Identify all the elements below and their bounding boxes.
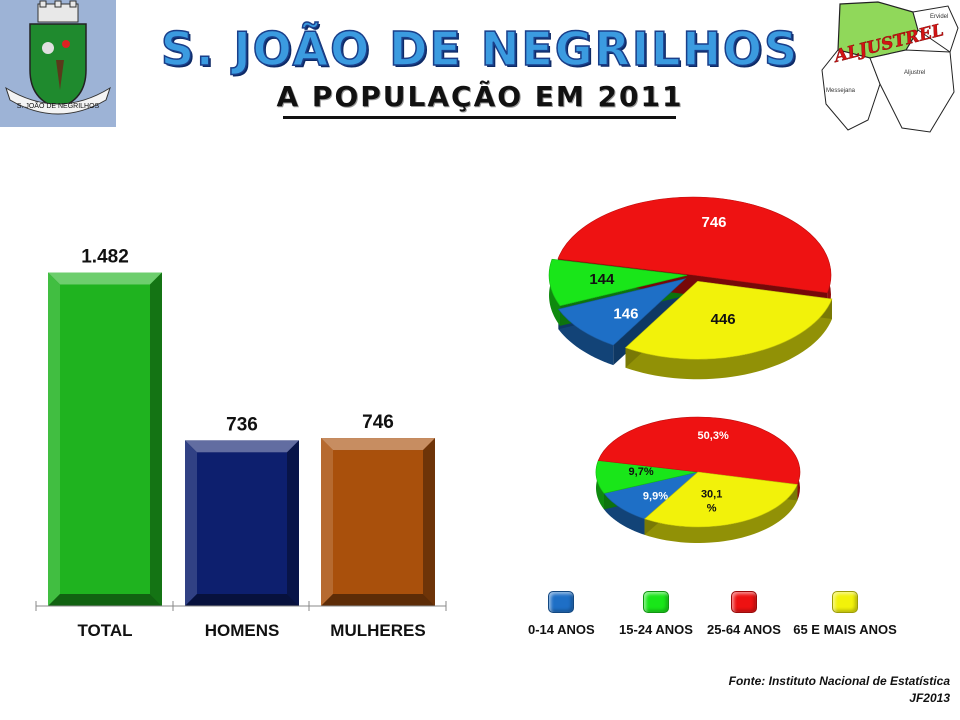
legend-item-25-64: 25-64 ANOS — [704, 591, 784, 637]
pie-slice-25-64-anos — [597, 416, 801, 485]
pie-slice-65-e-mais-anos — [624, 280, 833, 360]
pie-data-label: 746 — [701, 214, 726, 231]
svg-text:Ervidel: Ervidel — [930, 14, 948, 20]
pie-slice-side — [644, 484, 798, 543]
pie-slice-side — [558, 309, 614, 366]
bar-bevel-bottom — [185, 594, 299, 606]
bar-face — [333, 450, 423, 594]
pie-data-label: 9,9% — [643, 491, 668, 503]
pie-data-label: 146 — [613, 306, 638, 323]
subtitle-underline — [283, 116, 676, 119]
pie-data-label: 446 — [711, 311, 736, 328]
bar-bevel-right — [150, 272, 162, 606]
bar-bevel-top — [185, 440, 299, 453]
bar-value-label: 1.482 — [81, 247, 129, 268]
legend-label: 0-14 ANOS — [528, 622, 595, 637]
bar-homens — [185, 440, 299, 606]
bar-value-label: 736 — [226, 414, 258, 435]
source-note: Fonte: Instituto Nacional de Estatística… — [729, 673, 950, 707]
legend-item-15-24: 15-24 ANOS — [616, 591, 696, 637]
pie-slice-25-64-anos — [557, 196, 832, 294]
pie-slice-side — [625, 299, 832, 380]
svg-text:S. JOÃO DE NEGRILHOS: S. JOÃO DE NEGRILHOS — [17, 101, 100, 110]
pie-data-label: 30,1% — [701, 488, 722, 514]
svg-text:Aljustrel: Aljustrel — [904, 70, 925, 76]
x-tick-label: MULHERES — [330, 621, 425, 640]
pie-data-label: 9,7% — [629, 466, 654, 478]
pie-slice-15-24-anos — [548, 258, 688, 307]
legend-label: 65 E MAIS ANOS — [793, 622, 897, 637]
svg-text:Messejana: Messejana — [826, 88, 856, 94]
credit-text: JF2013 — [909, 691, 950, 705]
bar-value-label: 746 — [362, 412, 394, 433]
bar-total — [48, 272, 162, 606]
legend-label: 25-64 ANOS — [707, 622, 781, 637]
bar-mulheres — [321, 438, 435, 606]
population-pie-chart-percent: 9,9% 9,7% 50,3% 30,1% — [595, 416, 801, 543]
bar-bevel-top — [48, 272, 162, 285]
legend-swatch — [731, 591, 757, 613]
pie-data-label: 50,3% — [698, 430, 729, 442]
bar-bevel-left — [185, 440, 197, 606]
bar-face — [60, 284, 150, 594]
bar-bevel-bottom — [48, 594, 162, 606]
bar-face — [197, 452, 287, 594]
chart-legend: 0-14 ANOS 15-24 ANOS 25-64 ANOS 65 E MAI… — [528, 591, 908, 639]
bar-bevel-top — [321, 438, 435, 451]
legend-item-0-14: 0-14 ANOS — [528, 591, 595, 637]
legend-item-65-plus: 65 E MAIS ANOS — [790, 591, 900, 637]
legend-label: 15-24 ANOS — [619, 622, 693, 637]
x-tick-label: TOTAL — [77, 621, 132, 640]
x-tick-label: HOMENS — [205, 621, 280, 640]
bar-bevel-left — [321, 438, 333, 606]
source-text: Fonte: Instituto Nacional de Estatística — [728, 674, 950, 688]
legend-swatch — [832, 591, 858, 613]
region-map: Ervidel Aljustrel Messejana ALJUSTREL — [818, 0, 960, 138]
population-pie-chart-values: 146 144 746 446 — [548, 196, 833, 380]
legend-swatch — [643, 591, 669, 613]
population-bar-chart: 1.482 TOTAL 736 HOMENS 746 MULHERES — [35, 247, 447, 640]
pie-slice-0-14-anos — [557, 278, 687, 346]
page-subtitle: A POPULAÇÃO EM 2011 — [276, 80, 684, 113]
bar-bevel-left — [48, 272, 60, 606]
coat-of-arms-logo: S. JOÃO DE NEGRILHOS — [0, 0, 116, 127]
bar-bevel-right — [423, 438, 435, 606]
pie-data-label: 144 — [589, 271, 615, 288]
bar-bevel-right — [287, 440, 299, 606]
bar-bevel-bottom — [321, 594, 435, 606]
page-title: S. JOÃO DE NEGRILHOS — [160, 21, 800, 77]
pie-slice-65-e-mais-anos — [644, 471, 798, 528]
legend-swatch — [548, 591, 574, 613]
